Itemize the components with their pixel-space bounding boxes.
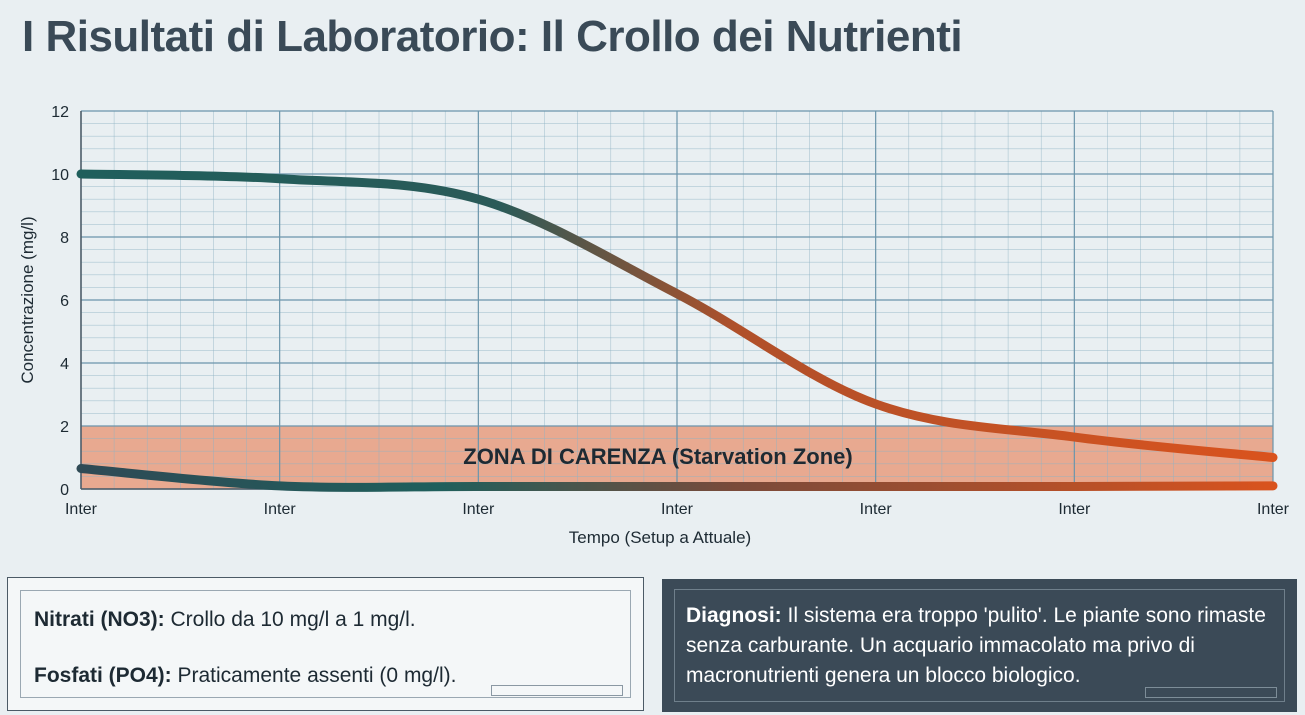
- panel-frame: [20, 590, 631, 698]
- x-tick-label: Inter: [264, 501, 297, 518]
- fosfati-text: Praticamente assenti (0 mg/l).: [171, 664, 457, 687]
- panel-frame: [674, 589, 1285, 702]
- diagnosis-panel: Diagnosi: Il sistema era troppo 'pulito'…: [662, 579, 1297, 712]
- nutrient-summary-panel: Nitrati (NO3): Crollo da 10 mg/l a 1 mg/…: [7, 577, 644, 711]
- x-tick-label: Inter: [1257, 501, 1290, 518]
- x-tick-label: Inter: [860, 501, 893, 518]
- x-axis-label: Tempo (Setup a Attuale): [569, 528, 751, 547]
- diagnosis-label: Diagnosi:: [686, 604, 782, 627]
- y-tick-label: 4: [60, 356, 69, 373]
- fosfati-label: Fosfati (PO4):: [34, 664, 172, 687]
- y-tick-label: 0: [60, 482, 69, 499]
- fosfati-line: Fosfati (PO4): Praticamente assenti (0 m…: [34, 664, 456, 688]
- nitrati-text: Crollo da 10 mg/l a 1 mg/l.: [164, 608, 416, 631]
- y-tick-label: 8: [60, 230, 69, 247]
- x-tick-label: Inter: [462, 501, 495, 518]
- nitrati-line: Nitrati (NO3): Crollo da 10 mg/l a 1 mg/…: [34, 608, 416, 632]
- x-tick-label: Inter: [661, 501, 694, 518]
- diagnosis-text: Diagnosi: Il sistema era troppo 'pulito'…: [686, 601, 1276, 691]
- x-tick-label: Inter: [65, 501, 98, 518]
- drawing-stamp: [1145, 687, 1277, 698]
- line-chart: 0 2 4 6 8 10 12 Inter Inter Inter Inter Inter Inter I…: [18, 104, 1290, 547]
- y-axis-label: Concentrazione (mg/l): [18, 216, 37, 383]
- series-line-1: [76, 169, 1278, 462]
- y-tick-label: 12: [51, 104, 69, 121]
- y-tick-label: 10: [51, 167, 69, 184]
- series-line-2: [76, 464, 1278, 492]
- y-tick-label: 6: [60, 293, 69, 310]
- y-tick-label: 2: [60, 419, 69, 436]
- diagnosis-body: Il sistema era troppo 'pulito'. Le piant…: [686, 604, 1266, 687]
- nitrati-label: Nitrati (NO3):: [34, 608, 165, 631]
- band-label: ZONA DI CARENZA (Starvation Zone): [463, 444, 852, 469]
- page-title: I Risultati di Laboratorio: Il Crollo de…: [22, 12, 963, 61]
- drawing-stamp: [491, 685, 623, 696]
- x-tick-label: Inter: [1058, 501, 1091, 518]
